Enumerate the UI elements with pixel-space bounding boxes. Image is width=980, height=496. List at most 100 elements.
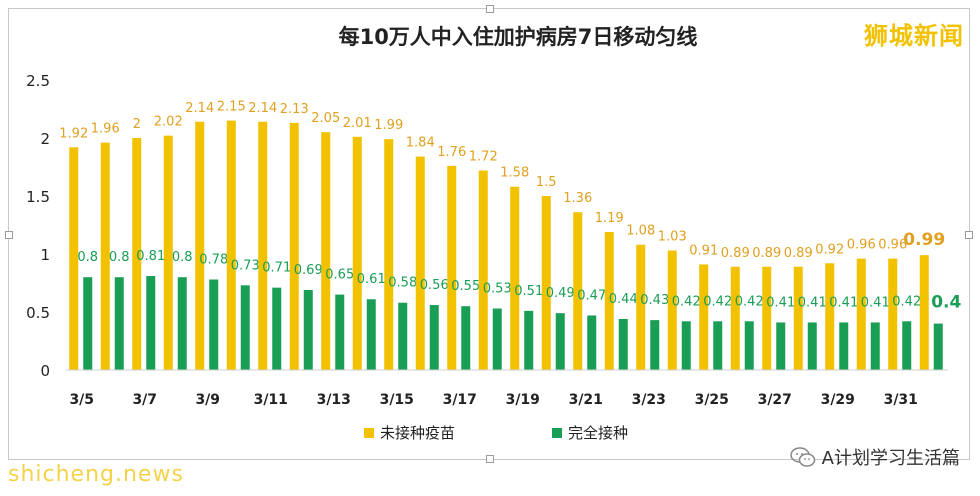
data-label-fully-vaccinated: 0.78: [199, 253, 228, 268]
bar-unvaccinated: [667, 250, 677, 370]
bar-unvaccinated: [636, 244, 646, 370]
bar-unvaccinated: [888, 258, 898, 370]
bar-fully-vaccinated: [839, 322, 849, 370]
chart-frame: [5, 5, 973, 463]
data-label-unvaccinated: 0.99: [903, 230, 945, 250]
data-label-fully-vaccinated: 0.44: [609, 292, 638, 307]
x-tick-label: 3/25: [695, 392, 729, 408]
data-label-fully-vaccinated: 0.8: [77, 250, 98, 265]
wechat-icon: [789, 447, 815, 467]
data-label-unvaccinated: 0.92: [815, 242, 844, 257]
bar-fully-vaccinated: [933, 323, 943, 370]
wechat-account: A计划学习生活篇: [789, 444, 960, 470]
bar-fully-vaccinated: [555, 313, 565, 370]
resize-handle-bottom[interactable]: [486, 455, 494, 463]
resize-handle-left[interactable]: [5, 231, 13, 239]
x-tick-label: 3/13: [317, 392, 351, 408]
bar-fully-vaccinated: [618, 318, 628, 370]
legend-swatch: [552, 428, 562, 438]
bar-unvaccinated: [163, 135, 173, 370]
data-label-fully-vaccinated: 0.42: [703, 294, 732, 309]
data-label-unvaccinated: 1.19: [595, 211, 624, 226]
data-label-fully-vaccinated: 0.8: [109, 250, 130, 265]
bar-unvaccinated: [541, 196, 551, 370]
bar-fully-vaccinated: [587, 315, 597, 370]
y-tick-label: 2.5: [26, 72, 50, 90]
bar-fully-vaccinated: [744, 321, 754, 370]
data-label-unvaccinated: 2.05: [311, 111, 340, 126]
data-label-fully-vaccinated: 0.41: [798, 295, 827, 310]
legend: 未接种疫苗 完全接种: [364, 424, 628, 442]
data-label-unvaccinated: 1.36: [563, 191, 592, 206]
bar-fully-vaccinated: [146, 276, 156, 370]
bar-fully-vaccinated: [177, 277, 187, 370]
data-label-fully-vaccinated: 0.58: [388, 276, 417, 291]
bar-unvaccinated: [226, 120, 236, 370]
data-label-unvaccinated: 2.14: [248, 101, 277, 116]
data-label-fully-vaccinated: 0.73: [231, 258, 260, 273]
bar-fully-vaccinated: [713, 321, 723, 370]
bar-fully-vaccinated: [335, 294, 345, 370]
data-label-unvaccinated: 2: [133, 117, 141, 132]
data-label-unvaccinated: 1.84: [406, 136, 435, 151]
data-label-unvaccinated: 1.92: [59, 126, 88, 141]
x-tick-label: 3/7: [132, 392, 157, 408]
bar-fully-vaccinated: [240, 285, 250, 370]
chart-title: 每10万人中入住加护病房7日移动匀线: [339, 25, 698, 49]
data-label-unvaccinated: 1.5: [536, 175, 557, 190]
data-label-fully-vaccinated: 0.81: [136, 249, 165, 264]
bar-unvaccinated: [69, 147, 79, 370]
x-tick-label: 3/17: [443, 392, 477, 408]
bar-unvaccinated: [289, 122, 299, 370]
data-label-fully-vaccinated: 0.55: [451, 279, 480, 294]
data-label-unvaccinated: 1.99: [374, 118, 403, 133]
bar-unvaccinated: [384, 139, 394, 370]
bar-fully-vaccinated: [902, 321, 912, 370]
data-label-fully-vaccinated: 0.8: [172, 250, 193, 265]
legend-label: 完全接种: [568, 424, 628, 442]
data-label-unvaccinated: 2.13: [280, 102, 309, 117]
bar-fully-vaccinated: [870, 322, 880, 370]
x-tick-label: 3/11: [254, 392, 288, 408]
x-tick-label: 3/21: [569, 392, 603, 408]
data-label-fully-vaccinated: 0.51: [514, 284, 543, 299]
bar-fully-vaccinated: [83, 277, 93, 370]
bar-unvaccinated: [573, 212, 583, 370]
bar-unvaccinated: [856, 258, 866, 370]
data-label-fully-vaccinated: 0.69: [294, 263, 323, 278]
data-label-fully-vaccinated: 0.53: [483, 282, 512, 297]
brand-logo-text: 狮城新闻: [864, 22, 964, 50]
y-tick-label: 0.5: [26, 304, 50, 322]
bar-fully-vaccinated: [209, 279, 219, 370]
resize-handle-right[interactable]: [965, 231, 973, 239]
data-label-unvaccinated: 1.08: [626, 224, 655, 239]
resize-handle-top[interactable]: [486, 5, 494, 13]
bar-unvaccinated: [825, 263, 835, 370]
data-label-fully-vaccinated: 0.42: [735, 294, 764, 309]
x-axis: 3/5 3/7 3/9 3/11 3/13 3/15 3/17 3/19 3/21 3/23 3/2…: [66, 369, 948, 408]
bar-unvaccinated: [793, 266, 803, 370]
bar-fully-vaccinated: [681, 321, 691, 370]
bar-fully-vaccinated: [776, 322, 786, 370]
data-label-unvaccinated: 1.76: [437, 145, 466, 160]
x-tick-label: 3/29: [821, 392, 855, 408]
legend-swatch: [364, 428, 374, 438]
bar-unvaccinated: [730, 266, 740, 370]
data-label-fully-vaccinated: 0.42: [892, 294, 921, 309]
x-tick-label: 3/9: [195, 392, 220, 408]
data-label-fully-vaccinated: 0.43: [640, 293, 669, 308]
data-label-unvaccinated: 0.89: [721, 246, 750, 261]
wechat-account-name: A计划学习生活篇: [821, 448, 960, 469]
data-label-unvaccinated: 2.15: [217, 100, 246, 115]
data-label-unvaccinated: 0.96: [878, 238, 907, 253]
bar-unvaccinated: [258, 121, 268, 370]
bar-fully-vaccinated: [114, 277, 124, 370]
data-label-unvaccinated: 2.01: [343, 116, 372, 131]
bar-fully-vaccinated: [429, 305, 439, 370]
bar-unvaccinated: [352, 136, 362, 370]
bar-unvaccinated: [510, 186, 520, 370]
data-label-unvaccinated: 0.96: [847, 238, 876, 253]
data-label-fully-vaccinated: 0.41: [766, 295, 795, 310]
bar-fully-vaccinated: [492, 308, 502, 370]
